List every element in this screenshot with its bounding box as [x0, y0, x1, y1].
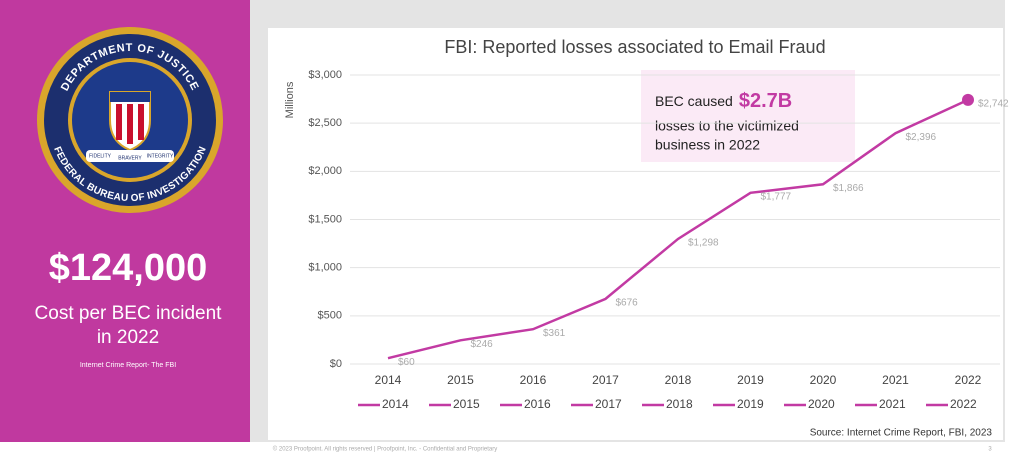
y-axis-label: Millions [284, 81, 296, 118]
x-tick-label: 2021 [882, 373, 909, 387]
annotation-text: BEC caused $2.7B [655, 90, 792, 112]
y-tick-label: $500 [318, 310, 342, 322]
legend-label: 2017 [595, 397, 622, 411]
legend-label: 2021 [879, 397, 906, 411]
data-line [387, 98, 969, 360]
x-tick-label: 2020 [810, 373, 837, 387]
legend-label: 2020 [808, 397, 835, 411]
end-marker [962, 93, 974, 106]
source: Source: Internet Crime Report, FBI, 2023 [810, 428, 993, 439]
seal-stripe [138, 104, 144, 140]
y-tick-label: $0 [330, 358, 342, 370]
data-label: $1,298 [688, 238, 719, 249]
caption: Cost per BEC incident [35, 303, 223, 324]
annotation-box [641, 70, 855, 162]
y-tick-label: $3,000 [308, 69, 342, 81]
x-tick-label: 2022 [955, 373, 982, 387]
y-tick-label: $1,500 [308, 213, 342, 225]
legend-label: 2016 [524, 397, 551, 411]
annotation-text: losses to the victimized [655, 118, 799, 134]
data-label: $60 [398, 357, 415, 368]
x-tick-label: 2015 [447, 373, 474, 387]
ribbon-word: FIDELITY [89, 153, 112, 159]
y-tick-label: $1,000 [308, 262, 342, 274]
legend-label: 2014 [382, 397, 409, 411]
seal-shield-chief [110, 92, 150, 102]
caption: in 2022 [97, 327, 159, 348]
data-label: $2,742 [978, 98, 1009, 109]
x-tick-label: 2019 [737, 373, 764, 387]
page-number: 3 [988, 447, 992, 453]
seal-stripe [127, 104, 133, 144]
legend-label: 2015 [453, 397, 480, 411]
data-label: $1,777 [761, 191, 792, 202]
stat: $124,000 [49, 247, 208, 289]
data-label: $246 [471, 339, 494, 350]
footer-text: © 2023 Proofpoint. All rights reserved |… [273, 446, 497, 453]
credit: Internet Crime Report- The FBI [80, 362, 176, 369]
fbi-seal: DEPARTMENT OF JUSTICE FEDERAL BUREAU OF … [37, 27, 223, 213]
x-tick-label: 2018 [665, 373, 692, 387]
annotation-highlight: $2.7B [739, 90, 792, 112]
data-label: $2,396 [906, 132, 937, 143]
x-tick-label: 2017 [592, 373, 619, 387]
legend-label: 2022 [950, 397, 977, 411]
x-tick-label: 2014 [375, 373, 402, 387]
data-label: $361 [543, 328, 566, 339]
legend-label: 2018 [666, 397, 693, 411]
data-label: $1,866 [833, 183, 864, 194]
chart-card [268, 28, 1003, 440]
seal-ribbon [86, 150, 174, 162]
y-tick-label: $2,000 [308, 165, 342, 177]
annotation-text: business in 2022 [655, 137, 760, 153]
legend-label: 2019 [737, 397, 764, 411]
annotation-prefix: BEC caused [655, 93, 733, 109]
seal-stripe [116, 104, 122, 140]
ribbon-word: INTEGRITY [147, 153, 174, 159]
data-label: $676 [616, 298, 639, 309]
y-tick-label: $2,500 [308, 117, 342, 129]
ribbon-word: BRAVERY [118, 155, 142, 161]
chart-title: FBI: Reported losses associated to Email… [444, 37, 825, 57]
x-tick-label: 2016 [520, 373, 547, 387]
